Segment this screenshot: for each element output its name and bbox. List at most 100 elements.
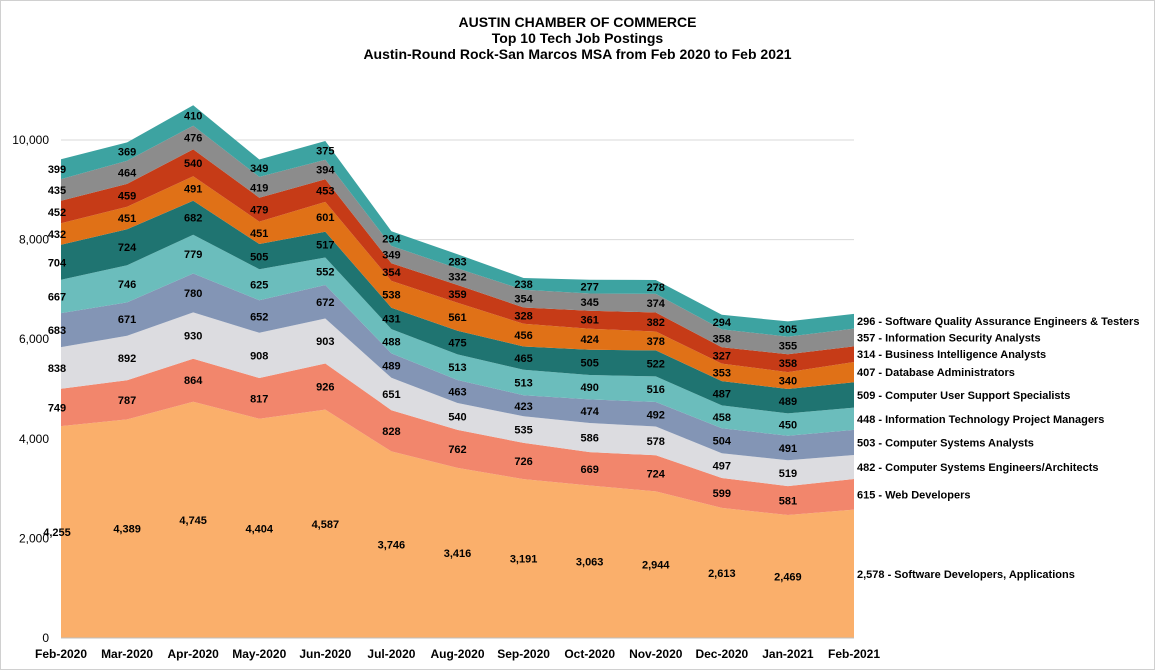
x-tick-label: Jan-2021: [762, 647, 814, 661]
data-label: 497: [713, 461, 731, 473]
y-tick-label: 4,000: [19, 432, 49, 446]
x-tick-label: Mar-2020: [101, 647, 153, 661]
data-label: 431: [382, 313, 400, 325]
data-label: 349: [382, 250, 400, 262]
data-label: 491: [779, 443, 797, 455]
data-label: 476: [184, 133, 202, 145]
data-label: 358: [779, 358, 797, 370]
data-label: 599: [713, 488, 731, 500]
data-label: 4,255: [43, 527, 71, 539]
data-label: 787: [118, 395, 136, 407]
data-label: 491: [184, 184, 202, 196]
x-tick-label: Oct-2020: [564, 647, 615, 661]
data-label: 908: [250, 350, 268, 362]
data-label: 354: [514, 294, 533, 306]
series-end-label: 357 - Information Security Analysts: [857, 332, 1041, 344]
data-label: 361: [580, 315, 598, 327]
data-label: 683: [48, 325, 66, 337]
x-tick-label: Feb-2020: [35, 647, 87, 661]
data-label: 4,587: [312, 519, 340, 531]
data-label: 283: [448, 256, 466, 268]
data-label: 505: [580, 357, 598, 369]
data-label: 492: [647, 409, 665, 421]
data-label: 294: [382, 234, 401, 246]
data-label: 561: [448, 312, 466, 324]
chart-subtitle-2: Austin-Round Rock-San Marcos MSA from Fe…: [363, 46, 792, 62]
data-label: 838: [48, 363, 66, 375]
area-series-6: [61, 200, 854, 414]
chart-title: AUSTIN CHAMBER OF COMMERCE: [458, 14, 697, 30]
data-label: 328: [514, 311, 532, 323]
series-end-label: 482 - Computer Systems Engineers/Archite…: [857, 462, 1098, 474]
data-label: 828: [382, 426, 400, 438]
data-label: 2,469: [774, 572, 802, 584]
area-series-1: [61, 401, 854, 638]
data-label: 2,944: [642, 560, 670, 572]
data-label: 479: [250, 205, 268, 217]
data-label: 451: [118, 213, 136, 225]
x-tick-label: Aug-2020: [430, 647, 484, 661]
data-label: 3,063: [576, 557, 604, 569]
area-series: [61, 105, 854, 638]
area-series-2: [61, 358, 854, 515]
data-label: 3,191: [510, 554, 538, 566]
data-label: 522: [647, 358, 665, 370]
data-label: 355: [779, 340, 797, 352]
data-label: 519: [779, 468, 797, 480]
data-label: 463: [448, 387, 466, 399]
chart-subtitle: Top 10 Tech Job Postings: [491, 30, 664, 46]
data-label: 369: [118, 147, 136, 159]
data-label: 780: [184, 288, 202, 300]
data-label: 378: [647, 336, 665, 348]
series-end-label: 296 - Software Quality Assurance Enginee…: [857, 316, 1139, 328]
data-label: 332: [448, 272, 466, 284]
data-label: 410: [184, 110, 202, 122]
data-label: 552: [316, 266, 334, 278]
data-label: 345: [580, 297, 598, 309]
data-label: 490: [580, 382, 598, 394]
data-label: 359: [448, 289, 466, 301]
data-label: 399: [48, 164, 66, 176]
x-tick-label: Apr-2020: [167, 647, 219, 661]
data-label: 349: [250, 163, 268, 175]
data-label: 517: [316, 240, 334, 252]
data-label: 456: [514, 330, 532, 342]
data-label: 435: [48, 185, 66, 197]
data-label: 504: [713, 436, 732, 448]
data-label: 726: [514, 456, 532, 468]
data-label: 724: [118, 242, 137, 254]
series-end-label: 503 - Computer Systems Analysts: [857, 437, 1034, 449]
series-end-label: 615 - Web Developers: [857, 489, 971, 501]
series-end-label: 448 - Information Technology Project Man…: [857, 414, 1104, 426]
data-label: 487: [713, 388, 731, 400]
data-label: 762: [448, 444, 466, 456]
data-label: 4,745: [179, 515, 207, 527]
area-series-4: [61, 273, 854, 461]
end-labels: 2,578 - Software Developers, Application…: [857, 316, 1139, 581]
data-label: 238: [514, 279, 532, 291]
area-series-5: [61, 234, 854, 436]
data-label: 474: [580, 406, 599, 418]
x-tick-label: Dec-2020: [695, 647, 748, 661]
data-label: 535: [514, 425, 532, 437]
data-label: 475: [448, 338, 466, 350]
data-label: 353: [713, 367, 731, 379]
data-label: 424: [580, 334, 599, 346]
data-label: 926: [316, 382, 334, 394]
area-series-9: [61, 125, 854, 355]
data-label: 489: [382, 361, 400, 373]
data-label: 746: [118, 279, 136, 291]
data-label: 4,389: [113, 524, 141, 536]
data-label: 2,613: [708, 568, 736, 580]
data-label: 625: [250, 280, 268, 292]
data-label: 724: [647, 468, 666, 480]
data-label: 672: [316, 297, 334, 309]
area-series-7: [61, 176, 854, 389]
data-label: 489: [779, 396, 797, 408]
data-label: 3,746: [378, 540, 406, 552]
data-label: 423: [514, 401, 532, 413]
data-label: 540: [448, 411, 466, 423]
y-tick-label: 0: [42, 631, 49, 645]
series-end-label: 407 - Database Administrators: [857, 367, 1015, 379]
